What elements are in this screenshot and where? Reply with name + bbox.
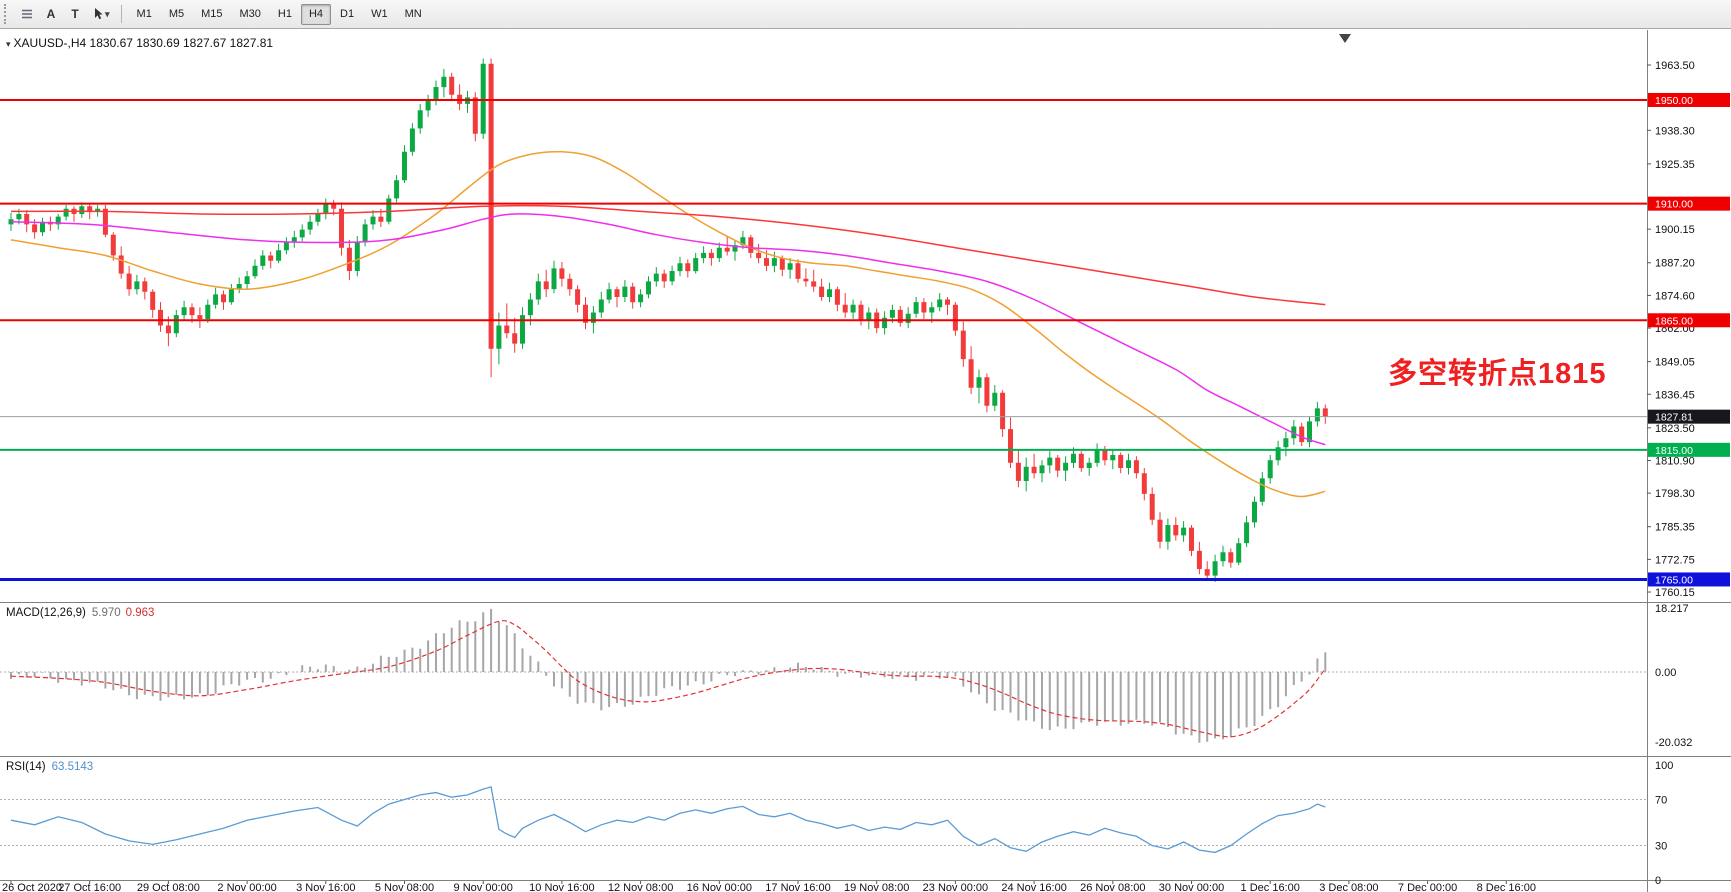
timeframe-button-h1[interactable]: H1 <box>270 4 300 25</box>
price-tick-label: 1849.05 <box>1655 357 1695 369</box>
macd-tick-label: 18.217 <box>1655 603 1689 615</box>
time-axis-label: 17 Nov 16:00 <box>765 882 830 892</box>
svg-text:1765.00: 1765.00 <box>1655 574 1693 586</box>
time-axis-label: 10 Nov 16:00 <box>529 882 594 892</box>
time-axis-label: 27 Oct 16:00 <box>58 882 121 892</box>
time-axis-label: 30 Nov 00:00 <box>1159 882 1224 892</box>
price-tick-label: 1963.50 <box>1655 60 1695 72</box>
timeframe-button-m5[interactable]: M5 <box>161 4 192 25</box>
price-tick-label: 1874.60 <box>1655 290 1695 302</box>
price-tag-1827.81: 1827.81 <box>1648 409 1730 424</box>
rsi-tick-label: 70 <box>1655 795 1667 807</box>
line-studies-dropdown[interactable]: ▾ <box>88 3 114 25</box>
svg-text:1865.00: 1865.00 <box>1655 315 1693 327</box>
price-tick-label: 1760.15 <box>1655 587 1695 599</box>
chart-title[interactable]: ▾ XAUUSD-,H4 1830.67 1830.69 1827.67 1827… <box>6 36 273 50</box>
price-tick-label: 1887.20 <box>1655 258 1695 270</box>
rsi-name: RSI(14) <box>6 761 46 773</box>
timeframe-button-d1[interactable]: D1 <box>332 4 362 25</box>
price-tick-label: 1925.35 <box>1655 159 1695 171</box>
macd-signal-line <box>10 620 1326 738</box>
price-tick-label: 1823.50 <box>1655 423 1695 435</box>
timeframe-button-w1[interactable]: W1 <box>363 4 396 25</box>
rsi-value: 63.5143 <box>51 761 94 773</box>
insert-text-button[interactable]: T <box>64 3 86 25</box>
time-axis-label: 23 Nov 00:00 <box>923 882 988 892</box>
time-axis-label: 9 Nov 00:00 <box>454 882 513 892</box>
timeframe-button-h4[interactable]: H4 <box>300 3 332 25</box>
time-axis-label: 7 Dec 00:00 <box>1398 882 1457 892</box>
rsi-pane-label: RSI(14) 63.5143 <box>6 761 93 773</box>
macd-signal-value: 0.963 <box>125 607 155 619</box>
rsi-line <box>10 786 1326 854</box>
time-axis-label: 12 Nov 08:00 <box>608 882 673 892</box>
time-axis-label: 8 Dec 16:00 <box>1477 882 1536 892</box>
toolbar-grip[interactable] <box>4 4 10 24</box>
time-axis-label: 24 Nov 16:00 <box>1001 882 1066 892</box>
chart-shift-marker[interactable] <box>1339 34 1351 43</box>
macd-main-value: 5.970 <box>91 607 121 619</box>
chart-text-annotation[interactable]: 多空转折点1815 <box>1388 358 1607 390</box>
time-axis-label: 16 Nov 00:00 <box>687 882 752 892</box>
expand-icon: ▾ <box>6 39 11 49</box>
timeframe-button-m15[interactable]: M15 <box>193 4 230 25</box>
price-tick-label: 1938.30 <box>1655 125 1695 137</box>
chevron-down-icon: ▾ <box>105 8 110 19</box>
cursor-icon <box>95 8 103 20</box>
svg-text:1827.81: 1827.81 <box>1655 412 1693 424</box>
time-axis-label: 26 Nov 08:00 <box>1080 882 1145 892</box>
macd-pane-label: MACD(12,26,9) 5.970 0.963 <box>6 607 154 619</box>
price-tick-label: 1836.45 <box>1655 389 1695 401</box>
timeframe-button-m1[interactable]: M1 <box>129 4 160 25</box>
rsi-tick-label: 100 <box>1655 760 1673 772</box>
ma-mid-magenta <box>10 213 1326 446</box>
price-tick-label: 1810.90 <box>1655 455 1695 467</box>
list-icon <box>22 9 32 19</box>
rsi-tick-label: 30 <box>1655 841 1667 853</box>
time-axis-label: 1 Dec 16:00 <box>1241 882 1300 892</box>
ma-slow-red <box>10 204 1326 306</box>
macd-name: MACD(12,26,9) <box>6 607 86 619</box>
insert-arrow-button[interactable]: A <box>40 3 62 25</box>
macd-tick-label: 0.00 <box>1655 667 1676 679</box>
rsi-tick-label: 0 <box>1655 875 1661 887</box>
price-tag-1910.00: 1910.00 <box>1648 196 1730 211</box>
timeframe-button-m30[interactable]: M30 <box>232 4 269 25</box>
price-tick-label: 1772.75 <box>1655 554 1695 566</box>
chart-title-text: XAUUSD-,H4 1830.67 1830.69 1827.67 1827.… <box>13 36 274 50</box>
svg-text:1950.00: 1950.00 <box>1655 95 1693 107</box>
time-axis-label: 3 Dec 08:00 <box>1319 882 1378 892</box>
macd-histogram <box>10 608 1327 743</box>
macd-tick-label: -20.032 <box>1655 737 1692 749</box>
chart-list-button[interactable] <box>16 3 38 25</box>
timeframe-toolbar: M1 M5 M15 M30 H1 H4 D1 W1 MN <box>129 3 430 25</box>
time-axis-label: 3 Nov 16:00 <box>296 882 355 892</box>
main-toolbar: A T ▾ M1 M5 M15 M30 H1 H4 D1 W1 MN <box>0 0 1731 29</box>
price-tag-1865.00: 1865.00 <box>1648 313 1730 328</box>
price-chart-canvas[interactable]: 1963.50 1938.30 1925.35 1900.15 1887.20 1874.… <box>0 30 1731 892</box>
price-tag-1815.00: 1815.00 <box>1648 442 1730 457</box>
time-axis-label: 29 Oct 08:00 <box>137 882 200 892</box>
price-tick-label: 1900.15 <box>1655 224 1695 236</box>
price-tick-label: 1798.30 <box>1655 488 1695 500</box>
time-axis-label: 5 Nov 08:00 <box>375 882 434 892</box>
price-tag-1765.00: 1765.00 <box>1648 572 1730 587</box>
time-axis-label: 2 Nov 00:00 <box>217 882 276 892</box>
svg-text:1910.00: 1910.00 <box>1655 199 1693 211</box>
svg-text:1815.00: 1815.00 <box>1655 445 1693 457</box>
toolbar-separator <box>120 5 122 23</box>
timeframe-button-mn[interactable]: MN <box>397 4 430 25</box>
price-tick-label: 1785.35 <box>1655 522 1695 534</box>
time-axis-label: 19 Nov 08:00 <box>844 882 909 892</box>
price-tag-1950.00: 1950.00 <box>1648 92 1730 107</box>
time-axis-label: 26 Oct 2020 <box>2 882 62 892</box>
